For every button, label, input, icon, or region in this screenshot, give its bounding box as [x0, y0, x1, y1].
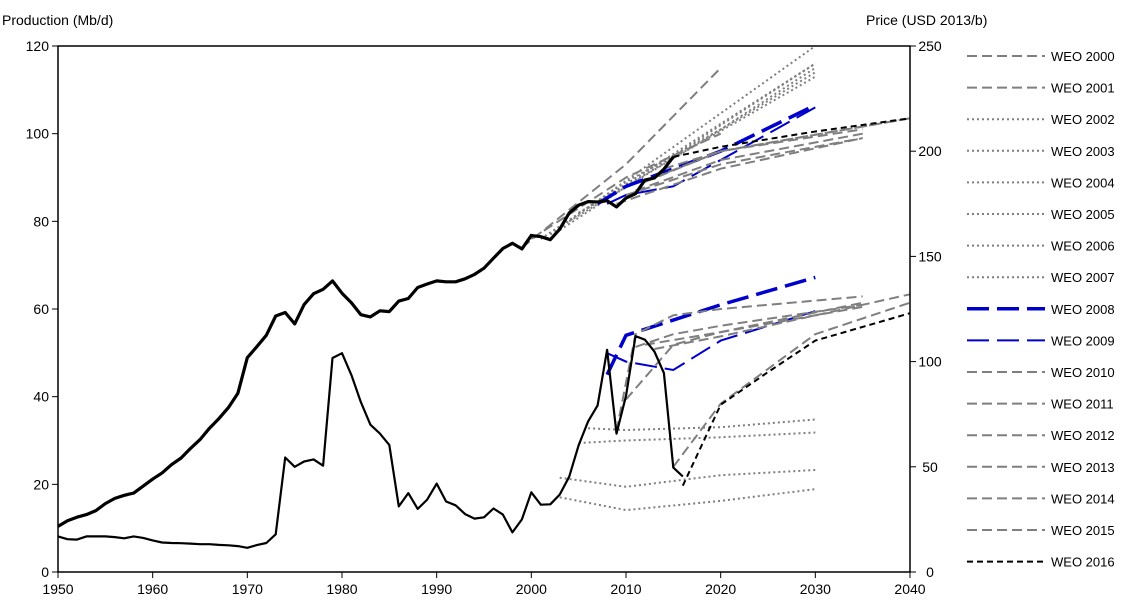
left-tick-label: 80	[33, 213, 49, 229]
legend-label: WEO 2012	[1051, 428, 1115, 443]
legend-item: WEO 2002	[967, 112, 1115, 127]
legend-label: WEO 2009	[1051, 333, 1115, 348]
x-tick-label: 2040	[894, 581, 925, 597]
projection-weo-2002-right	[559, 469, 816, 488]
x-tick-label: 1960	[137, 581, 168, 597]
legend-label: WEO 2002	[1051, 112, 1115, 127]
projection-weo-2011-left	[625, 137, 863, 196]
legend-item: WEO 2013	[967, 460, 1115, 475]
projection-weo-2014-right	[654, 293, 911, 350]
x-tick-label: 2020	[705, 581, 736, 597]
legend-item: WEO 2006	[967, 239, 1115, 254]
left-tick-label: 60	[33, 301, 49, 317]
legend-label: WEO 2004	[1051, 175, 1115, 190]
legend-label: WEO 2003	[1051, 144, 1115, 159]
left-tick-label: 100	[26, 126, 50, 142]
legend-label: WEO 2001	[1051, 81, 1115, 96]
legend-label: WEO 2013	[1051, 460, 1115, 475]
left-tick-label: 20	[33, 476, 49, 492]
projection-weo-2007-left	[587, 62, 816, 210]
legend-label: WEO 2000	[1051, 49, 1115, 64]
projection-weo-2016-right	[681, 312, 911, 487]
legend-item: WEO 2000	[967, 49, 1115, 64]
projection-weo-2000-left	[521, 67, 722, 249]
legend-item: WEO 2012	[967, 428, 1115, 443]
x-tick-label: 2000	[516, 581, 547, 597]
legend-label: WEO 2008	[1051, 302, 1115, 317]
x-tick-label: 1990	[421, 581, 452, 597]
legend-label: WEO 2014	[1051, 491, 1115, 506]
legend-item: WEO 2015	[967, 523, 1115, 538]
projection-weo-2010-left	[616, 137, 863, 205]
legend-label: WEO 2016	[1051, 555, 1115, 570]
left-axis-title: Production (Mb/d)	[2, 12, 113, 28]
legend-label: WEO 2015	[1051, 523, 1115, 538]
projection-weo-2009-right	[606, 310, 816, 372]
legend-label: WEO 2007	[1051, 270, 1115, 285]
legend-label: WEO 2005	[1051, 207, 1115, 222]
projection-weo-2016-left	[673, 117, 911, 158]
right-tick-label: 250	[918, 38, 942, 54]
projection-weo-2003-right	[559, 488, 816, 512]
legend-label: WEO 2011	[1051, 397, 1114, 412]
x-tick-label: 1980	[326, 581, 357, 597]
legend-item: WEO 2001	[967, 81, 1115, 96]
legend: WEO 2000 WEO 2001 WEO 2002 WEO 2003 WEO 2004…	[967, 49, 1115, 570]
x-tick-label: 2010	[610, 581, 641, 597]
left-tick-label: 40	[33, 389, 49, 405]
right-tick-label: 0	[926, 564, 934, 580]
left-tick-label: 0	[41, 564, 49, 580]
legend-item: WEO 2014	[967, 491, 1115, 506]
x-tick-label: 1970	[232, 581, 263, 597]
right-tick-label: 150	[918, 248, 942, 264]
legend-item: WEO 2009	[967, 333, 1115, 348]
right-axis-title: Price (USD 2013/b)	[866, 12, 987, 28]
legend-item: WEO 2007	[967, 270, 1115, 285]
axis-ticks	[52, 45, 916, 578]
projection-weo-2008-right	[605, 275, 816, 376]
projection-weo-2013-right	[644, 301, 863, 346]
legend-item: WEO 2010	[967, 365, 1115, 380]
historical-price-line	[57, 335, 684, 549]
projection-weo-2015-right	[672, 301, 911, 468]
historical-production-line	[57, 155, 675, 528]
legend-item: WEO 2003	[967, 144, 1115, 159]
x-tick-label: 2030	[800, 581, 831, 597]
right-tick-label: 100	[918, 354, 942, 370]
projection-weo-2015-left	[663, 117, 911, 170]
projection-weo-2011-right	[625, 305, 863, 401]
projection-weo-2008-left	[596, 103, 817, 206]
x-tick-label: 1950	[42, 581, 73, 597]
left-tick-label: 120	[26, 38, 50, 54]
projection-weo-2012-left	[635, 132, 863, 192]
projection-weo-2013-left	[644, 128, 863, 183]
legend-item: WEO 2016	[967, 555, 1115, 570]
axis-labels: 1950 1960 1970 1980 1990 2000 2010 2020 2030 2040…	[26, 38, 942, 597]
projection-weo-2004-left	[559, 62, 816, 231]
right-tick-label: 200	[918, 143, 942, 159]
legend-item: WEO 2005	[967, 207, 1115, 222]
legend-item: WEO 2008	[967, 302, 1115, 317]
plot-lines	[57, 45, 911, 549]
projection-weo-2012-right	[635, 303, 863, 348]
projection-weo-2005-right	[578, 431, 816, 444]
legend-item: WEO 2004	[967, 175, 1115, 190]
legend-label: WEO 2010	[1051, 365, 1115, 380]
legend-label: WEO 2006	[1051, 239, 1115, 254]
right-tick-label: 50	[922, 459, 938, 475]
projection-weo-2010-right	[615, 295, 863, 432]
projection-weo-2006-right	[588, 418, 816, 432]
legend-item: WEO 2011	[967, 397, 1114, 412]
projection-weo-2003-left	[549, 45, 816, 236]
